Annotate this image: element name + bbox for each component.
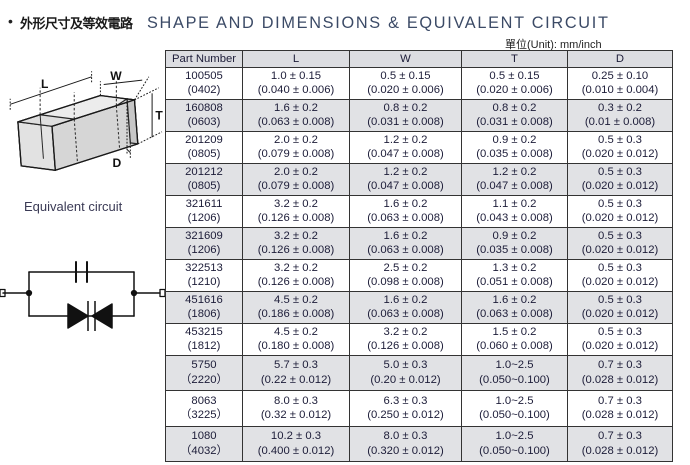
svg-text:W: W [110, 69, 122, 83]
svg-text:T: T [155, 109, 163, 123]
svg-text:D: D [113, 156, 122, 170]
svg-text:L: L [41, 77, 49, 91]
